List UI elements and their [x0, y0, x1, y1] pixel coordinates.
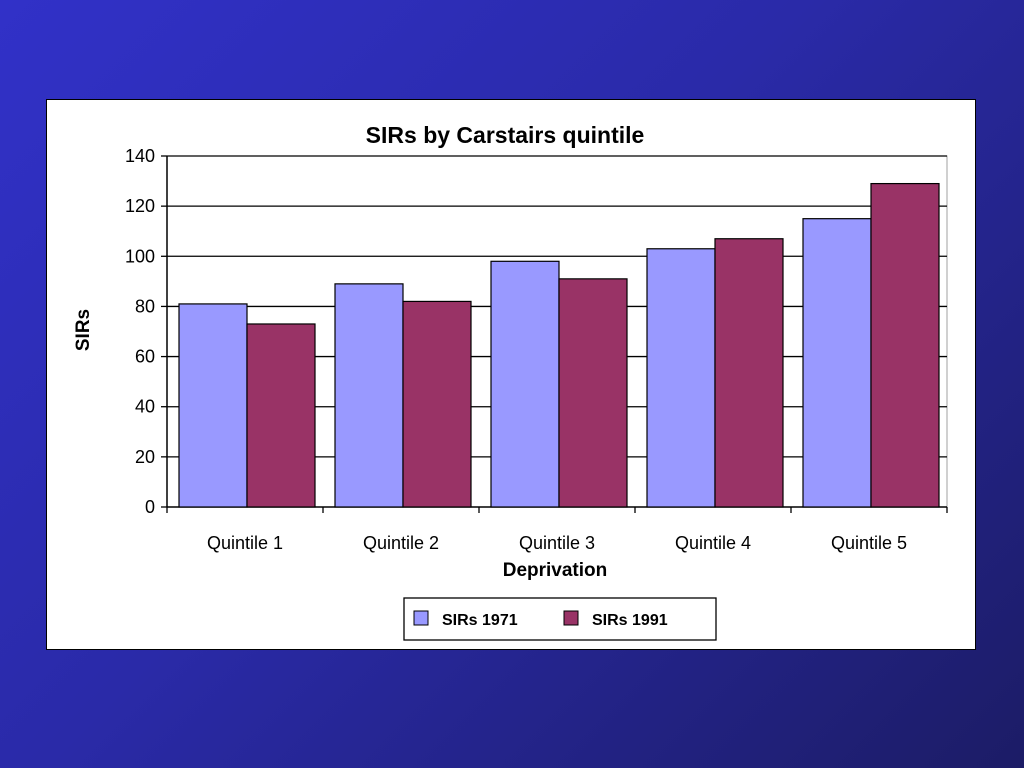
bar-1991-q5: [870, 182, 940, 508]
plot-area: 0 20 40 60 80 100 120 140 Quintile 1 Quintile 2 Qu…: [125, 146, 948, 553]
chart-title: SIRs by Carstairs quintile: [366, 122, 645, 148]
x-tick-label: Quintile 3: [519, 533, 595, 553]
bar-1971-q5: [802, 218, 872, 508]
bar-1991-q4: [714, 238, 784, 508]
y-tick-label: 140: [125, 146, 155, 166]
bar-1991-q3: [558, 278, 628, 508]
x-tick-label: Quintile 1: [207, 533, 283, 553]
bar-1971-q1: [178, 303, 248, 508]
legend-swatch: [413, 610, 429, 626]
y-tick-label: 40: [135, 397, 155, 417]
legend-label: SIRs 1971: [442, 612, 518, 629]
x-tick-label: Quintile 5: [831, 533, 907, 553]
bar-1991-q2: [402, 300, 472, 508]
legend-box: [403, 597, 717, 641]
legend-label: SIRs 1991: [592, 612, 668, 629]
y-tick-label: 60: [135, 347, 155, 367]
chart-svg: SIRs by Carstairs quintile Deprivation S…: [73, 122, 948, 641]
chart-panel: SIRs by Carstairs quintile Deprivation S…: [46, 99, 976, 650]
legend: SIRs 1971 SIRs 1991: [403, 597, 717, 641]
bar-1991-q1: [246, 323, 316, 508]
y-tick-label: 120: [125, 196, 155, 216]
y-tick-label: 80: [135, 296, 155, 316]
y-axis-title: SIRs: [73, 309, 94, 351]
y-tick-label: 0: [145, 497, 155, 517]
y-tick-label: 20: [135, 447, 155, 467]
bar-1971-q2: [334, 283, 404, 508]
y-tick-label: 100: [125, 246, 155, 266]
x-axis-title: Deprivation: [503, 560, 608, 581]
x-tick-label: Quintile 4: [675, 533, 751, 553]
legend-swatch: [563, 610, 579, 626]
bar-1971-q4: [646, 248, 716, 508]
x-tick-label: Quintile 2: [363, 533, 439, 553]
bar-1971-q3: [490, 260, 560, 508]
